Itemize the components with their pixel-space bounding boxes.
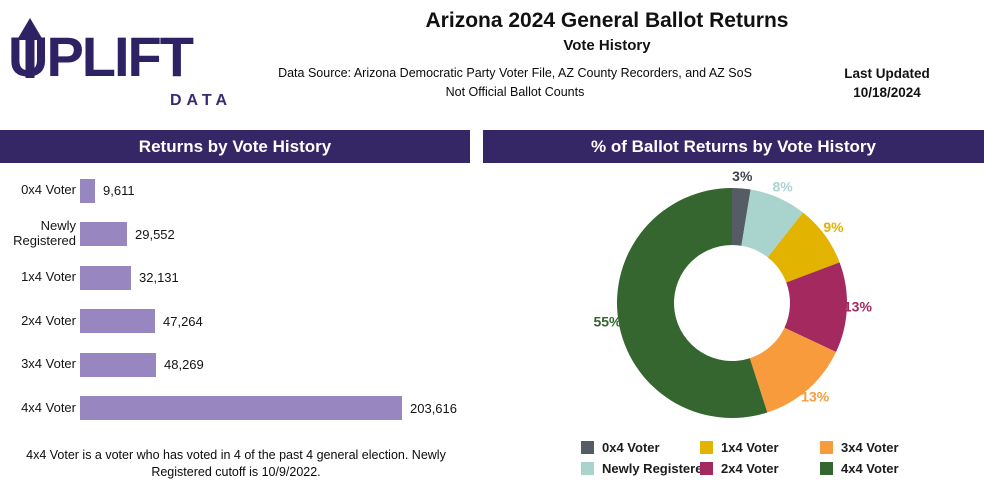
donut-slice[interactable]	[784, 262, 847, 352]
bar-category-label: 2x4 Voter	[21, 312, 76, 328]
legend-label: 4x4 Voter	[841, 461, 899, 476]
bar[interactable]	[80, 396, 402, 421]
returns-bar-chart: 0x4 Voter 9,611 Newly Registered 29,552 1x4 …	[0, 169, 470, 430]
up-arrow-icon	[17, 18, 43, 78]
donut-pct-label: 55%	[593, 313, 622, 329]
legend-swatch	[700, 441, 713, 454]
page-title: Arizona 2024 General Ballot Returns	[425, 9, 789, 32]
bar-value-label: 29,552	[135, 226, 175, 242]
last-updated: Last Updated 10/18/2024	[812, 64, 962, 102]
legend-label: 1x4 Voter	[721, 440, 779, 455]
bar[interactable]	[80, 352, 156, 377]
bar-category-label: Newly Registered	[13, 218, 76, 249]
donut-slice[interactable]	[617, 188, 768, 418]
legend-item[interactable]: 4x4 Voter	[820, 461, 940, 476]
legend-swatch	[820, 441, 833, 454]
donut-pct-label: 13%	[801, 388, 830, 404]
bar[interactable]	[80, 265, 131, 290]
page-subtitle: Vote History	[563, 37, 651, 54]
legend-item[interactable]: 1x4 Voter	[700, 440, 820, 455]
donut-pct-label: 8%	[772, 178, 793, 194]
legend-label: Newly Registered	[602, 461, 711, 476]
bar[interactable]	[80, 178, 95, 203]
legend-item[interactable]: Newly Registered	[581, 461, 710, 476]
bar-row: 1x4 Voter 32,131	[0, 256, 470, 300]
legend-label: 0x4 Voter	[602, 440, 660, 455]
ballot-returns-donut-chart: 3% 8% 9% 13% 13% 55%	[593, 168, 873, 418]
bar-row: 2x4 Voter 47,264	[0, 300, 470, 344]
donut-slice[interactable]	[749, 327, 837, 413]
data-source-line2: Not Official Ballot Counts	[445, 85, 585, 99]
bar-value-label: 203,616	[410, 400, 457, 416]
legend-item[interactable]: 2x4 Voter	[700, 461, 820, 476]
donut-pct-label: 13%	[844, 299, 873, 315]
bar-category-label: 4x4 Voter	[21, 399, 76, 415]
bar-row: 0x4 Voter 9,611	[0, 169, 470, 213]
bar[interactable]	[80, 222, 127, 247]
legend-label: 2x4 Voter	[721, 461, 779, 476]
bar-chart-panel-title: Returns by Vote History	[0, 130, 470, 163]
legend-item[interactable]: 3x4 Voter	[820, 440, 940, 455]
bar-category-label: 1x4 Voter	[21, 269, 76, 285]
uplift-data-logo: UPLIFT DATA	[6, 6, 246, 118]
last-updated-label: Last Updated	[844, 66, 930, 81]
donut-chart-panel-title: % of Ballot Returns by Vote History	[483, 130, 984, 163]
bar-value-label: 47,264	[163, 313, 203, 329]
donut-slice[interactable]	[732, 188, 751, 246]
bar-value-label: 48,269	[164, 357, 204, 373]
bar-value-label: 32,131	[139, 270, 179, 286]
donut-pct-label: 9%	[823, 219, 844, 235]
legend-label: 3x4 Voter	[841, 440, 899, 455]
bar-row: Newly Registered 29,552	[0, 213, 470, 257]
data-source-line1: Data Source: Arizona Democratic Party Vo…	[278, 66, 752, 80]
bar[interactable]	[80, 309, 155, 334]
legend-item[interactable]: 0x4 Voter	[581, 440, 700, 455]
last-updated-date: 10/18/2024	[853, 85, 921, 100]
donut-legend: 0x4 Voter 1x4 Voter 3x4 Voter Newly Registe…	[581, 440, 940, 476]
data-source-note: Data Source: Arizona Democratic Party Vo…	[260, 64, 770, 102]
legend-swatch	[581, 441, 594, 454]
bar-row: 3x4 Voter 48,269	[0, 343, 470, 387]
legend-swatch	[820, 462, 833, 475]
bar-category-label: 0x4 Voter	[21, 182, 76, 198]
donut-slice[interactable]	[741, 189, 803, 258]
bar-category-label: 3x4 Voter	[21, 356, 76, 372]
legend-swatch	[581, 462, 594, 475]
bar-row: 4x4 Voter 203,616	[0, 387, 470, 431]
legend-swatch	[700, 462, 713, 475]
bar-value-label: 9,611	[103, 183, 135, 199]
logo-sub-text: DATA	[169, 92, 232, 109]
bar-chart-footnote: 4x4 Voter is a voter who has voted in 4 …	[26, 448, 446, 479]
donut-slice[interactable]	[767, 212, 840, 283]
donut-pct-label: 3%	[732, 168, 753, 184]
